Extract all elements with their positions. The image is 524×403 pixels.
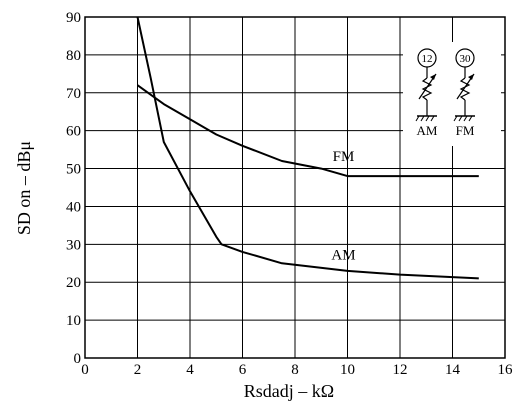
x-tick-label: 6 <box>239 362 247 378</box>
x-tick-labels: 0 2 4 6 8 10 12 14 16 <box>81 362 513 378</box>
y-tick-label: 80 <box>66 48 81 64</box>
x-tick-label: 8 <box>291 362 299 378</box>
series-label-am: AM <box>331 247 355 263</box>
x-tick-label: 10 <box>340 362 355 378</box>
x-tick-label: 2 <box>134 362 142 378</box>
fm-inset-label: FM <box>456 123 475 138</box>
y-tick-label: 50 <box>66 162 81 178</box>
series-label-fm: FM <box>333 149 355 165</box>
y-axis-title: SD on – dBμ <box>14 141 34 235</box>
y-tick-label: 40 <box>66 199 81 215</box>
x-axis-title: Rsdadj – kΩ <box>244 381 334 401</box>
y-tick-label: 10 <box>66 313 81 329</box>
y-tick-label: 0 <box>74 351 82 367</box>
x-tick-label: 4 <box>186 362 194 378</box>
fm-potentiometer-icon: 30 FM <box>453 48 475 138</box>
x-tick-label: 14 <box>445 362 461 378</box>
x-tick-label: 12 <box>393 362 408 378</box>
y-tick-label: 60 <box>66 124 81 140</box>
am-inset-label: AM <box>417 123 438 138</box>
potentiometer-inset: 12 AM 30 FM <box>403 42 501 146</box>
series-line-am <box>136 16 479 280</box>
y-tick-label: 20 <box>66 275 81 291</box>
series-labels: FM AM <box>331 149 355 264</box>
y-tick-label: 30 <box>66 237 81 253</box>
x-tick-label: 16 <box>498 362 514 378</box>
plot-frame <box>84 16 506 359</box>
x-tick-label: 0 <box>81 362 89 378</box>
series-lines <box>136 16 479 280</box>
y-tick-label: 70 <box>66 86 81 102</box>
series-line-fm <box>136 84 479 178</box>
am-potentiometer-icon: 12 AM <box>415 48 438 138</box>
fm-pin-number: 30 <box>460 53 472 65</box>
am-pin-number: 12 <box>422 53 433 65</box>
y-tick-labels: 0 10 20 30 40 50 60 70 80 90 <box>66 10 81 367</box>
y-tick-label: 90 <box>66 10 81 26</box>
